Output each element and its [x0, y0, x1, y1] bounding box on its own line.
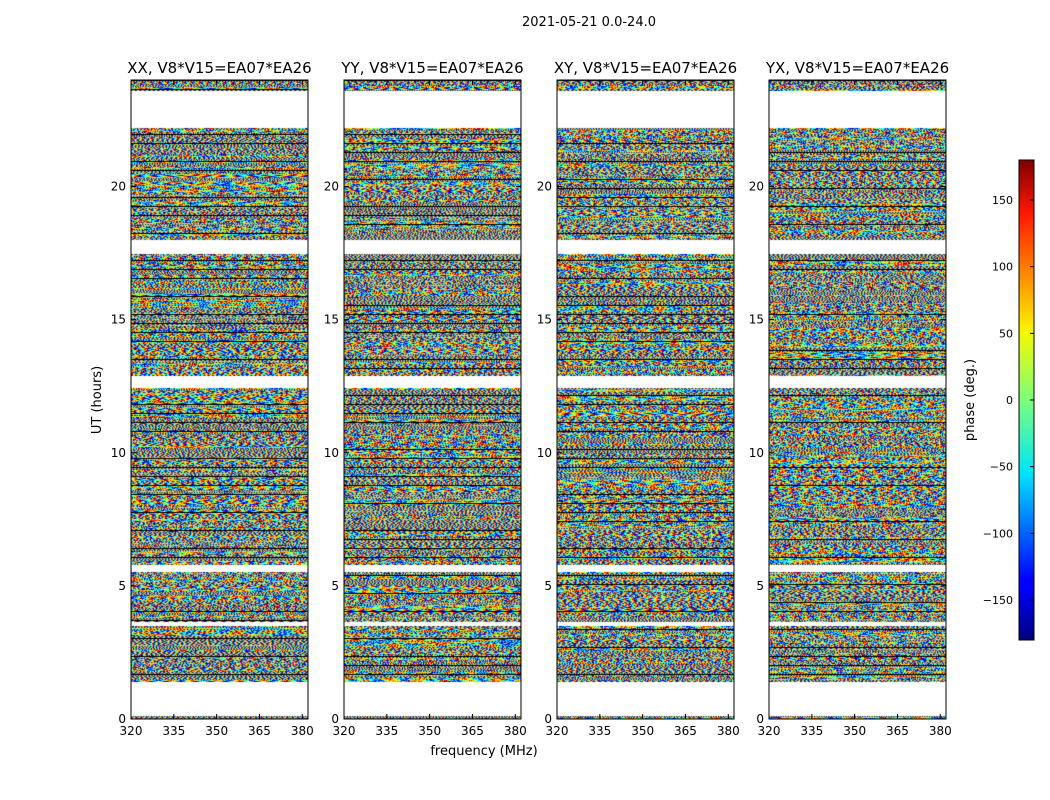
- y-tick-label: 0: [331, 712, 339, 726]
- y-tick-label: 10: [537, 446, 552, 460]
- phase-waterfall: [344, 80, 521, 719]
- plot-frame: [130, 79, 309, 720]
- plot-frame: [768, 79, 947, 720]
- y-tick-label: 15: [749, 313, 764, 327]
- y-tick-label: 10: [749, 446, 764, 460]
- x-tick-label: 335: [800, 724, 823, 738]
- x-tick-label: 365: [461, 724, 484, 738]
- x-tick-label: 365: [674, 724, 697, 738]
- y-axis-label: UT (hours): [90, 366, 105, 434]
- x-tick-label: 320: [120, 724, 143, 738]
- x-tick-label: 350: [631, 724, 654, 738]
- x-tick-label: 365: [886, 724, 909, 738]
- phase-waterfall: [557, 80, 734, 719]
- x-tick-label: 335: [588, 724, 611, 738]
- panels: XX, V8*V15=EA07*EA26 320 335 350 365 380 0 5 10 1…: [111, 59, 952, 738]
- x-tick-label: 380: [504, 724, 527, 738]
- y-tick-label: 0: [544, 712, 552, 726]
- y-tick-label: 15: [111, 313, 126, 327]
- panel-title: YX, V8*V15=EA07*EA26: [765, 59, 949, 77]
- panel-yy: YY, V8*V15=EA07*EA26 320 335 350 365 380 0 5 10 1…: [324, 59, 527, 738]
- y-tick-label: 0: [756, 712, 764, 726]
- y-tick-label: 5: [118, 579, 126, 593]
- x-tick-label: 380: [291, 724, 314, 738]
- colorbar-tick-label: −150: [983, 594, 1013, 607]
- figure-title: 2021-05-21 0.0-24.0: [522, 15, 656, 30]
- colorbar-ticks: 150 100 50 0 −50 −100 −150: [983, 194, 1034, 607]
- x-tick-label: 350: [843, 724, 866, 738]
- plot-frame: [343, 79, 522, 720]
- plot-frame: [556, 79, 735, 720]
- x-tick-label: 320: [333, 724, 356, 738]
- x-tick-label: 335: [375, 724, 398, 738]
- y-tick-label: 20: [537, 180, 552, 194]
- colorbar-tick-label: 50: [999, 327, 1013, 340]
- colorbar-tick-label: 100: [992, 261, 1013, 274]
- colorbar-label: phase (deg.): [963, 359, 978, 441]
- y-tick-label: 15: [537, 313, 552, 327]
- phase-waterfall: [769, 80, 946, 719]
- panel-title: XX, V8*V15=EA07*EA26: [127, 59, 311, 77]
- colorbar-tick-label: −100: [983, 527, 1013, 540]
- y-tick-label: 20: [749, 180, 764, 194]
- y-tick-label: 20: [324, 180, 339, 194]
- y-tick-label: 20: [111, 180, 126, 194]
- y-tick-label: 10: [111, 446, 126, 460]
- x-tick-label: 380: [717, 724, 740, 738]
- y-tick-label: 5: [331, 579, 339, 593]
- x-tick-label: 380: [929, 724, 952, 738]
- x-tick-label: 320: [546, 724, 569, 738]
- x-tick-label: 365: [248, 724, 271, 738]
- panel-yx: YX, V8*V15=EA07*EA26 320 335 350 365 380 0 5 10 1…: [749, 59, 952, 738]
- phase-waterfall: [131, 80, 308, 719]
- colorbar-tick-label: −50: [990, 461, 1013, 474]
- panel-title: XY, V8*V15=EA07*EA26: [554, 59, 737, 77]
- panel-title: YY, V8*V15=EA07*EA26: [340, 59, 523, 77]
- x-tick-label: 350: [205, 724, 228, 738]
- y-tick-label: 10: [324, 446, 339, 460]
- x-tick-label: 350: [418, 724, 441, 738]
- colorbar-tick-label: 150: [992, 194, 1013, 207]
- panel-xx: XX, V8*V15=EA07*EA26 320 335 350 365 380 0 5 10 1…: [111, 59, 314, 738]
- x-tick-label: 335: [162, 724, 185, 738]
- y-tick-label: 15: [324, 313, 339, 327]
- panel-xy: XY, V8*V15=EA07*EA26 320 335 350 365 380 0 5 10 1…: [537, 59, 740, 738]
- y-tick-label: 5: [544, 579, 552, 593]
- x-tick-label: 320: [758, 724, 781, 738]
- colorbar: 150 100 50 0 −50 −100 −150 phase (deg.): [963, 159, 1035, 641]
- y-tick-label: 5: [756, 579, 764, 593]
- y-tick-label: 0: [118, 712, 126, 726]
- x-axis-label: frequency (MHz): [430, 744, 537, 759]
- colorbar-tick-label: 0: [1006, 394, 1013, 407]
